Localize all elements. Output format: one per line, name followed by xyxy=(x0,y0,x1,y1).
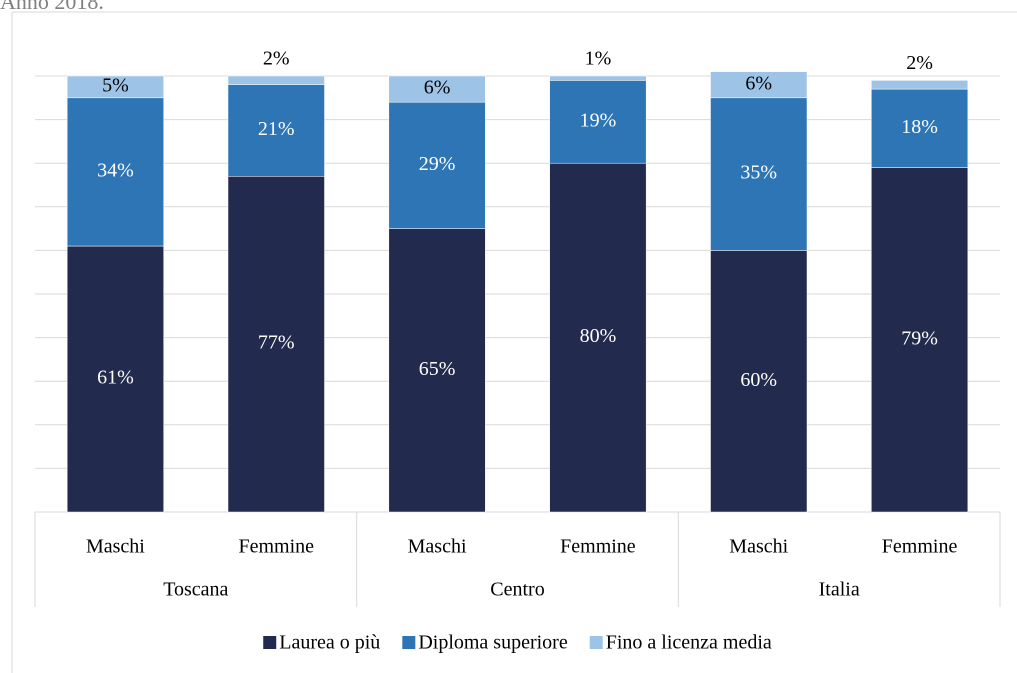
group-label: Italia xyxy=(819,579,860,601)
bar-segment xyxy=(710,97,808,251)
x-tick-label: Maschi xyxy=(86,536,145,558)
legend-label: Laurea o più xyxy=(279,632,380,654)
data-label: 18% xyxy=(901,116,938,138)
legend-swatch xyxy=(589,636,603,649)
data-label: 1% xyxy=(585,48,612,70)
data-label: 65% xyxy=(419,358,456,380)
bar-segment xyxy=(549,75,647,81)
x-tick-label: Maschi xyxy=(729,536,788,558)
data-label: 19% xyxy=(580,109,617,131)
chart-title: Anno 2018. xyxy=(0,0,104,14)
bar-segment xyxy=(66,245,164,513)
bar-segment xyxy=(227,176,325,513)
data-label: 6% xyxy=(745,72,772,94)
data-label: 35% xyxy=(740,162,777,184)
bar-segment xyxy=(66,75,164,99)
bar-segment xyxy=(388,228,486,513)
bar-segment xyxy=(710,250,808,513)
legend-swatch xyxy=(263,636,277,649)
data-label: 6% xyxy=(424,77,451,99)
data-label: 79% xyxy=(901,327,938,349)
data-label: 61% xyxy=(97,367,134,389)
group-label: Centro xyxy=(490,579,544,601)
data-label: 29% xyxy=(419,153,456,175)
bar-segment xyxy=(388,75,486,103)
legend-label: Diploma superiore xyxy=(418,632,568,654)
bar-segment xyxy=(549,162,647,513)
data-label: 2% xyxy=(263,48,290,70)
bar-segment xyxy=(66,97,164,247)
data-label: 21% xyxy=(258,118,295,140)
bar-segment xyxy=(871,80,969,90)
bar-segment xyxy=(227,84,325,177)
data-label: 34% xyxy=(97,160,134,182)
legend-swatch xyxy=(402,636,416,649)
data-label: 5% xyxy=(102,74,129,96)
data-label: 2% xyxy=(906,52,933,74)
bar-segment xyxy=(388,101,486,229)
data-label: 60% xyxy=(740,369,777,391)
legend-label: Fino a licenza media xyxy=(606,632,772,654)
x-tick-label: Femmine xyxy=(238,536,314,558)
x-tick-label: Maschi xyxy=(408,536,467,558)
bar-segment xyxy=(871,167,969,513)
group-label: Toscana xyxy=(163,579,228,601)
data-label: 77% xyxy=(258,332,295,354)
x-tick-label: Femmine xyxy=(560,536,636,558)
bar-segment xyxy=(710,71,808,99)
bar-segment xyxy=(227,75,325,85)
x-tick-label: Femmine xyxy=(882,536,958,558)
bar-segment xyxy=(549,80,647,164)
data-label: 80% xyxy=(580,325,617,347)
bar-segment xyxy=(871,88,969,168)
